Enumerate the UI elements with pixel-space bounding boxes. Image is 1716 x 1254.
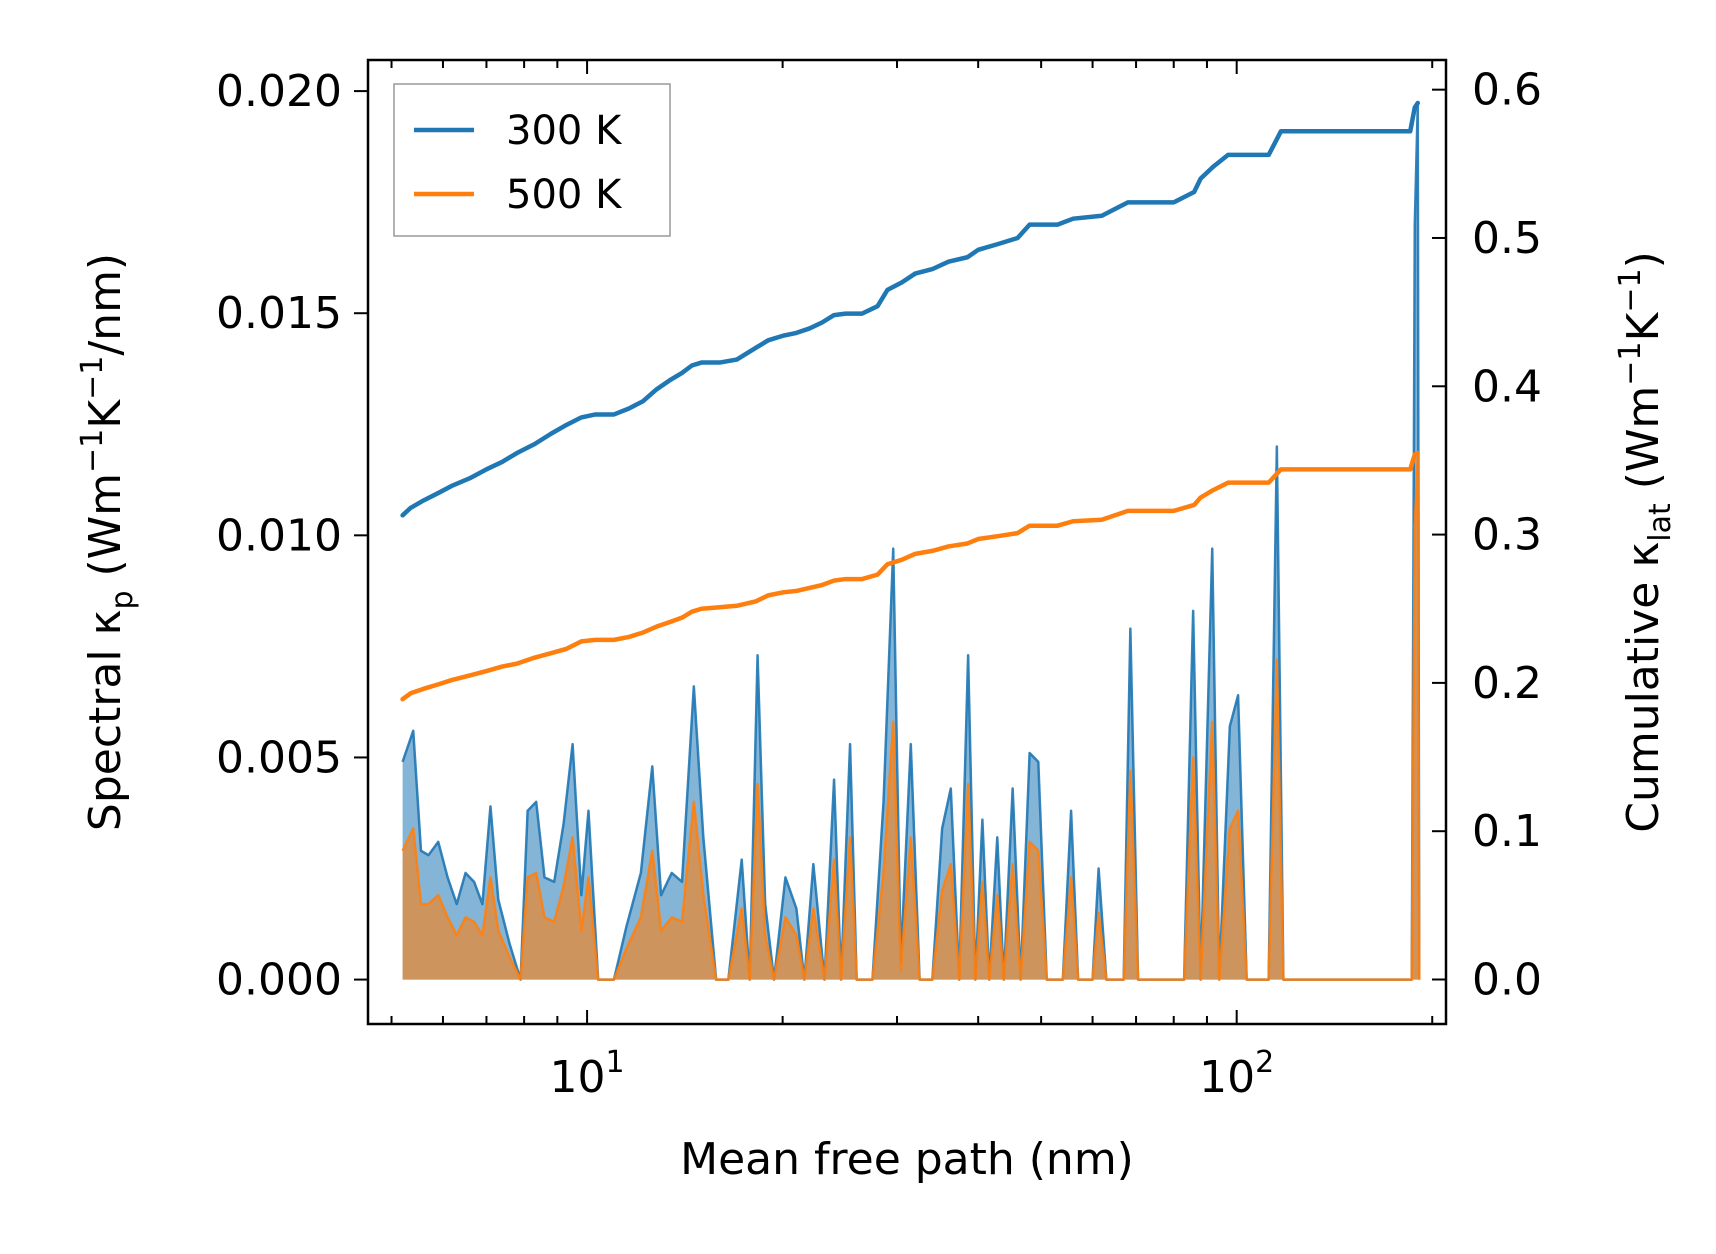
x-axis-title: Mean free path (nm) xyxy=(680,1134,1134,1185)
x-tick-label-0: 101 xyxy=(550,1045,625,1103)
spectral-fill-0 xyxy=(402,104,1420,980)
spectral-line-1 xyxy=(401,454,1421,981)
y-right-tick-label-0: 0.0 xyxy=(1472,955,1542,1006)
x-tick-label-1: 102 xyxy=(1199,1045,1274,1103)
y-right-tick-label-4: 0.4 xyxy=(1472,361,1542,412)
axes: 101 102 0.000 0.005 0.010 0.015 0.020 0.0 0.1 0.2… xyxy=(75,58,1678,1185)
axes-frame xyxy=(366,58,1448,1026)
y-left-tick-label-3: 0.015 xyxy=(216,288,342,339)
cumulative-line-0 xyxy=(400,100,1421,518)
y-right-axis-title: Cumulative κlat (Wm−1K−1) xyxy=(1613,251,1678,833)
y-right-tick-label-6: 0.6 xyxy=(1472,65,1542,116)
y-right-tick-label-5: 0.5 xyxy=(1472,213,1542,264)
legend-label-0: 300 K xyxy=(506,108,623,154)
y-left-tick-label-4: 0.020 xyxy=(216,66,342,117)
y-right-tick-label-1: 0.1 xyxy=(1472,806,1542,857)
legend-label-1: 500 K xyxy=(506,172,623,218)
plot-area xyxy=(400,100,1421,981)
spectral-fill-1 xyxy=(402,455,1420,980)
spectral-line-0 xyxy=(401,103,1421,981)
legend: 300 K 500 K xyxy=(393,83,671,237)
y-left-tick-label-1: 0.005 xyxy=(216,732,342,783)
y-right-tick-label-2: 0.2 xyxy=(1472,658,1542,709)
y-left-axis-title: Spectral κp (Wm−1K−1/nm) xyxy=(75,253,140,831)
plot-content xyxy=(400,100,1421,981)
y-left-tick-label-0: 0.000 xyxy=(216,955,342,1006)
y-right-tick-label-3: 0.3 xyxy=(1472,510,1542,561)
legend-box xyxy=(393,83,671,237)
cumulative-line-1 xyxy=(400,450,1421,702)
y-left-tick-label-2: 0.010 xyxy=(216,510,342,561)
